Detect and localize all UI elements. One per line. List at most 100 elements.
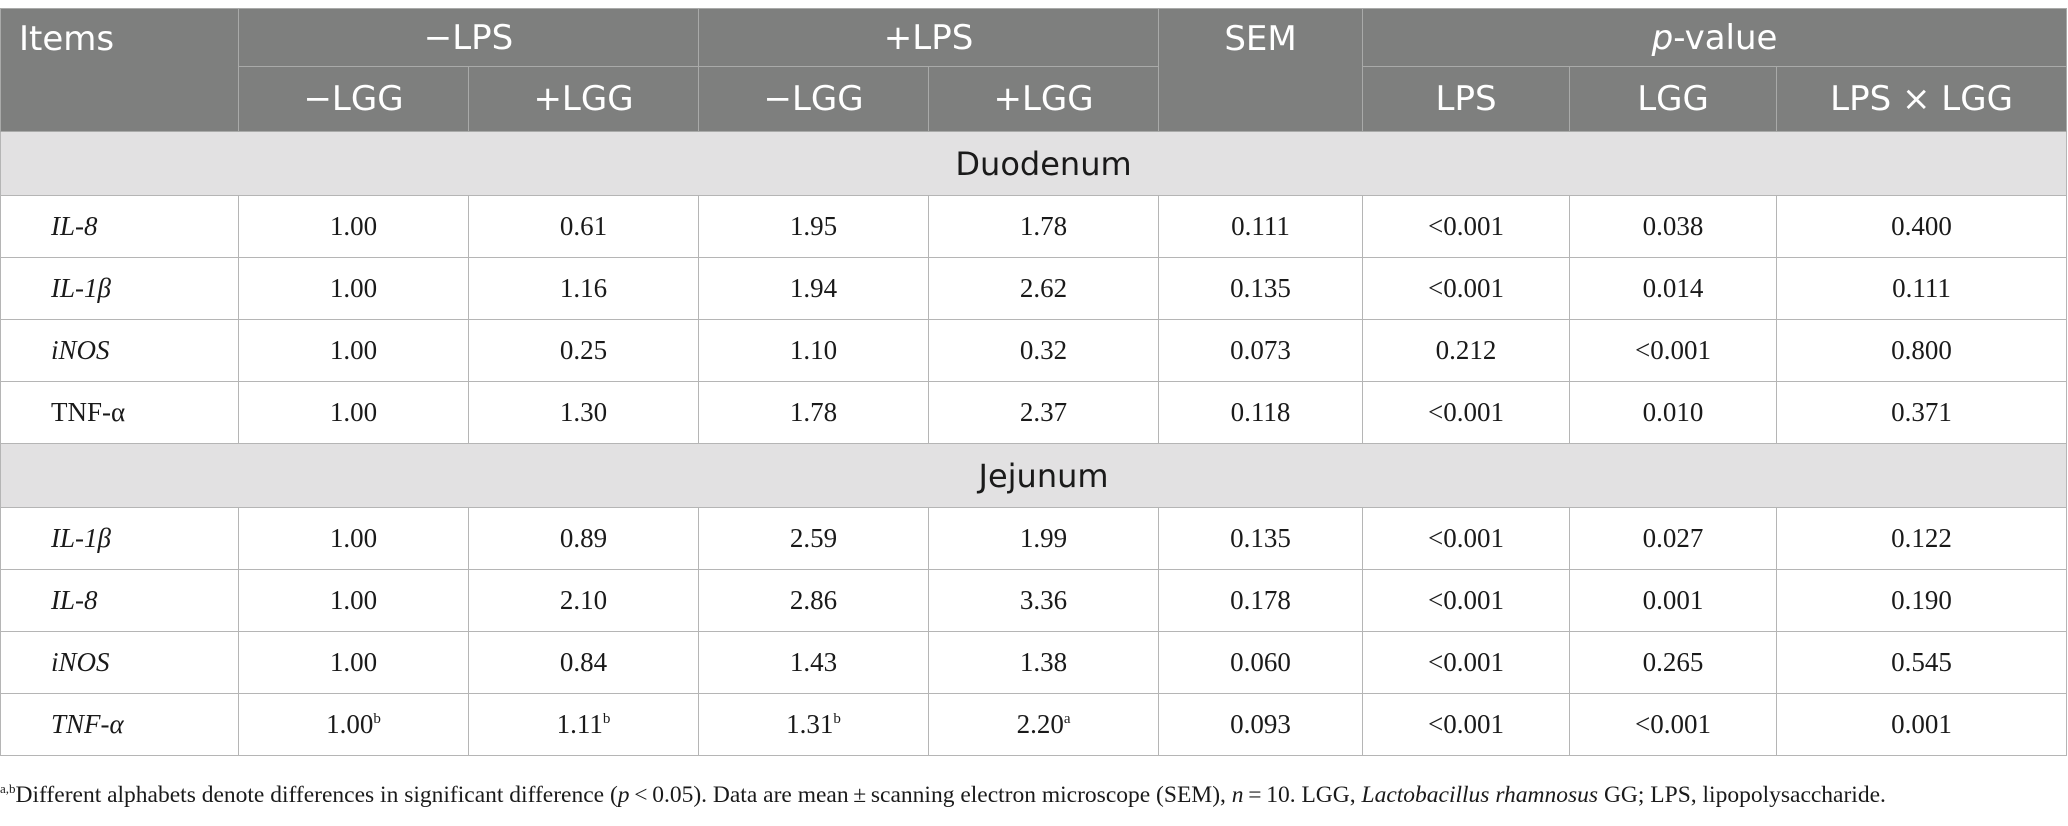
cell-neg-lps-pos-lgg: 0.84 bbox=[467, 631, 700, 694]
cell-value: 2.86 bbox=[789, 585, 838, 615]
cell-value: 0.190 bbox=[1891, 585, 1952, 615]
cell-value: 1.94 bbox=[789, 273, 838, 303]
cell-value: 1.11 bbox=[556, 709, 603, 739]
cell-value: 1.00 bbox=[329, 335, 378, 365]
cell-p-int: 0.400 bbox=[1776, 195, 2068, 258]
cell-sem: 0.135 bbox=[1158, 257, 1364, 320]
cell-value: 1.00 bbox=[329, 273, 378, 303]
cell-value: 1.00 bbox=[329, 585, 378, 615]
cell-neg-lps-neg-lgg: 1.00 bbox=[238, 319, 469, 382]
cell-pos-lps-neg-lgg: 1.78 bbox=[698, 381, 930, 444]
footnote-part2: < 0.05). Data are mean ± scanning electr… bbox=[629, 782, 1232, 808]
cell-value: <0.001 bbox=[1428, 647, 1505, 677]
cell-p-lgg: 0.265 bbox=[1569, 631, 1778, 694]
cell-value: 0.001 bbox=[1642, 585, 1704, 615]
cell-neg-lps-pos-lgg: 1.30 bbox=[467, 381, 700, 444]
cell-value: 0.212 bbox=[1435, 335, 1497, 365]
cell-p-int: 0.545 bbox=[1776, 631, 2068, 694]
table-footnote: a,bDifferent alphabets denote difference… bbox=[0, 782, 2068, 809]
cell-p-lps: <0.001 bbox=[1362, 631, 1571, 694]
cell-value: <0.001 bbox=[1428, 211, 1505, 241]
cell-pos-lps-neg-lgg: 1.10 bbox=[698, 319, 930, 382]
cell-value: 1.99 bbox=[1019, 523, 1068, 553]
cell-value: 0.545 bbox=[1891, 647, 1952, 677]
cell-value: 0.371 bbox=[1891, 397, 1952, 427]
header-p-lps-x-lgg: LPS × LGG bbox=[1776, 66, 2068, 132]
cell-pos-lps-pos-lgg: 2.20a bbox=[928, 693, 1160, 756]
cell-p-lps: <0.001 bbox=[1362, 381, 1571, 444]
table-row: TNF-α 1.00 1.30 1.78 2.37 0.118 <0.001 0.010 0.3… bbox=[0, 381, 2068, 444]
header-p-lgg: LGG bbox=[1569, 66, 1778, 132]
cell-value: 0.178 bbox=[1230, 585, 1291, 615]
cell-value: <0.001 bbox=[1428, 709, 1505, 739]
cell-pos-lps-pos-lgg: 1.99 bbox=[928, 507, 1160, 570]
section-title: Jejunum bbox=[0, 443, 2068, 508]
header-minus-lgg-1: −LGG bbox=[238, 66, 469, 132]
cell-pos-lps-neg-lgg: 1.31b bbox=[698, 693, 930, 756]
cell-value: 2.62 bbox=[1019, 273, 1068, 303]
footnote-species: Lactobacillus rhamnosus bbox=[1361, 782, 1599, 808]
cell-neg-lps-neg-lgg: 1.00 bbox=[238, 195, 469, 258]
cell-value: 0.800 bbox=[1891, 335, 1952, 365]
cell-neg-lps-neg-lgg: 1.00 bbox=[238, 569, 469, 632]
table-row: TNF-α 1.00b 1.11b 1.31b 2.20a 0.093 <0.001 <0.0… bbox=[0, 693, 2068, 756]
cell-value: 0.135 bbox=[1230, 523, 1291, 553]
cell-value: <0.001 bbox=[1428, 273, 1505, 303]
table-body: Duodenum IL-8 1.00 0.61 1.95 1.78 0.111 <0.001 0… bbox=[0, 131, 2068, 756]
row-item-label: TNF-α bbox=[0, 693, 239, 756]
cell-neg-lps-neg-lgg: 1.00 bbox=[238, 381, 469, 444]
cell-value: 1.16 bbox=[559, 273, 608, 303]
row-item-label: IL-8 bbox=[0, 569, 239, 632]
cell-value: 0.61 bbox=[559, 211, 608, 241]
cell-pos-lps-pos-lgg: 3.36 bbox=[928, 569, 1160, 632]
cell-sem: 0.060 bbox=[1158, 631, 1364, 694]
header-p-italic: p bbox=[1651, 17, 1674, 58]
cell-value: 0.093 bbox=[1230, 709, 1291, 739]
table-row: IL-1β 1.00 0.89 2.59 1.99 0.135 <0.001 0.027 0.1… bbox=[0, 507, 2068, 570]
cell-value: 0.400 bbox=[1891, 211, 1952, 241]
cell-value: 0.25 bbox=[559, 335, 608, 365]
cell-sem: 0.118 bbox=[1158, 381, 1364, 444]
cell-value: 0.84 bbox=[559, 647, 608, 677]
cell-value: 1.10 bbox=[789, 335, 838, 365]
header-plus-lgg-1: +LGG bbox=[467, 66, 700, 132]
cell-value: 1.95 bbox=[789, 211, 838, 241]
cell-neg-lps-neg-lgg: 1.00b bbox=[238, 693, 469, 756]
cell-sem: 0.093 bbox=[1158, 693, 1364, 756]
cell-value: 2.10 bbox=[559, 585, 608, 615]
header-p-value: p-value bbox=[1362, 8, 2068, 67]
cell-p-lgg: 0.014 bbox=[1569, 257, 1778, 320]
cell-neg-lps-pos-lgg: 1.11b bbox=[467, 693, 700, 756]
cell-p-int: 0.001 bbox=[1776, 693, 2068, 756]
section-title: Duodenum bbox=[0, 131, 2068, 196]
cell-p-lps: 0.212 bbox=[1362, 319, 1571, 382]
header-plus-lgg-2: +LGG bbox=[928, 66, 1160, 132]
table-row: IL-8 1.00 2.10 2.86 3.36 0.178 <0.001 0.001 0.19… bbox=[0, 569, 2068, 632]
cell-value: 0.014 bbox=[1642, 273, 1704, 303]
table-row: IL-1β 1.00 1.16 1.94 2.62 0.135 <0.001 0.014 0.1… bbox=[0, 257, 2068, 320]
cell-p-int: 0.111 bbox=[1776, 257, 2068, 320]
cell-value: 0.060 bbox=[1230, 647, 1291, 677]
cell-sem: 0.178 bbox=[1158, 569, 1364, 632]
cell-value: 1.00 bbox=[329, 397, 378, 427]
cell-p-lps: <0.001 bbox=[1362, 195, 1571, 258]
header-items: Items bbox=[0, 8, 239, 132]
header-minus-lgg-2: −LGG bbox=[698, 66, 930, 132]
cell-value: 1.00 bbox=[329, 647, 378, 677]
header-p-lps: LPS bbox=[1362, 66, 1571, 132]
cell-p-int: 0.800 bbox=[1776, 319, 2068, 382]
section-row: Duodenum bbox=[0, 131, 2068, 196]
cell-p-lps: <0.001 bbox=[1362, 257, 1571, 320]
header-plus-lps: +LPS bbox=[698, 8, 1160, 67]
footnote-part3: = 10. LGG, bbox=[1243, 782, 1362, 808]
cell-value: 3.36 bbox=[1019, 585, 1068, 615]
row-item-label: iNOS bbox=[0, 319, 239, 382]
cell-value: 0.073 bbox=[1230, 335, 1291, 365]
table-row: IL-8 1.00 0.61 1.95 1.78 0.111 <0.001 0.038 0.40… bbox=[0, 195, 2068, 258]
cell-p-lgg: <0.001 bbox=[1569, 693, 1778, 756]
cell-p-int: 0.371 bbox=[1776, 381, 2068, 444]
footnote-sup: a,b bbox=[0, 781, 16, 796]
cell-value: 1.38 bbox=[1019, 647, 1068, 677]
cell-neg-lps-neg-lgg: 1.00 bbox=[238, 631, 469, 694]
cell-value: 2.37 bbox=[1019, 397, 1068, 427]
